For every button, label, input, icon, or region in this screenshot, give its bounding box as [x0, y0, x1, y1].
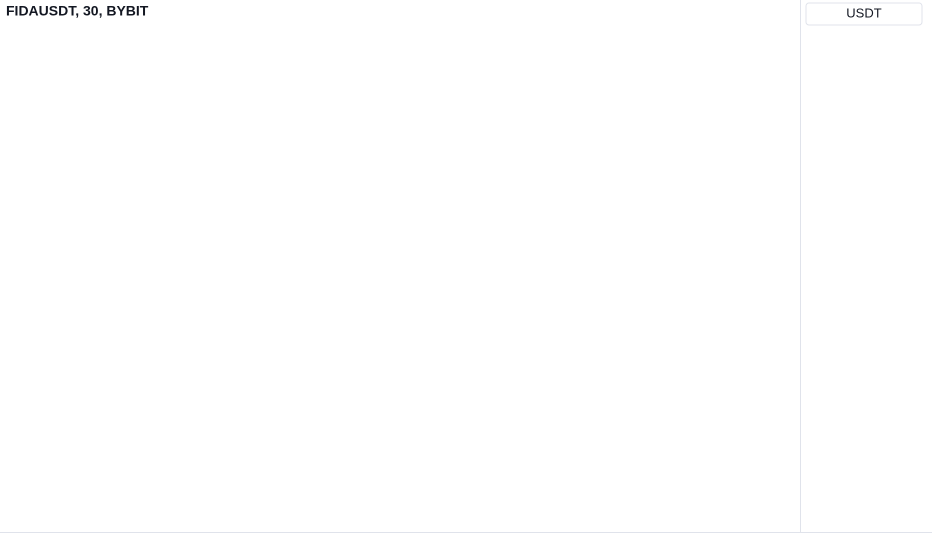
currency-box[interactable] [805, 2, 923, 26]
symbol-title: FIDAUSDT, 30, BYBIT [6, 3, 149, 19]
price-axis [800, 0, 932, 550]
currency: USDT [846, 5, 881, 20]
axis-background [801, 0, 932, 550]
